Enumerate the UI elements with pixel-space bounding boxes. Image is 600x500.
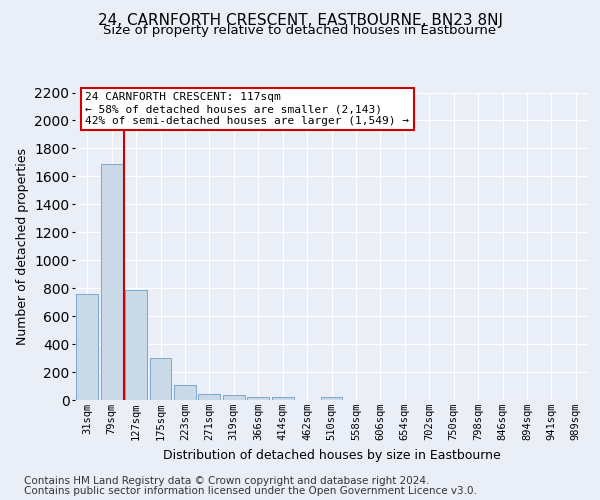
Text: Contains HM Land Registry data © Crown copyright and database right 2024.: Contains HM Land Registry data © Crown c… [24, 476, 430, 486]
Text: Size of property relative to detached houses in Eastbourne: Size of property relative to detached ho… [103, 24, 497, 37]
Bar [76, 294, 98, 400]
Text: 24 CARNFORTH CRESCENT: 117sqm
← 58% of detached houses are smaller (2,143)
42% o: 24 CARNFORTH CRESCENT: 117sqm ← 58% of d… [85, 92, 409, 126]
Bar [125, 290, 147, 400]
Bar [101, 164, 122, 400]
Bar [247, 396, 269, 400]
Bar [320, 397, 343, 400]
Bar [149, 358, 172, 400]
Bar [223, 395, 245, 400]
Bar [199, 394, 220, 400]
Bar [174, 384, 196, 400]
X-axis label: Distribution of detached houses by size in Eastbourne: Distribution of detached houses by size … [163, 448, 500, 462]
Y-axis label: Number of detached properties: Number of detached properties [16, 148, 29, 345]
Text: Contains public sector information licensed under the Open Government Licence v3: Contains public sector information licen… [24, 486, 477, 496]
Text: 24, CARNFORTH CRESCENT, EASTBOURNE, BN23 8NJ: 24, CARNFORTH CRESCENT, EASTBOURNE, BN23… [97, 12, 503, 28]
Bar [272, 397, 293, 400]
